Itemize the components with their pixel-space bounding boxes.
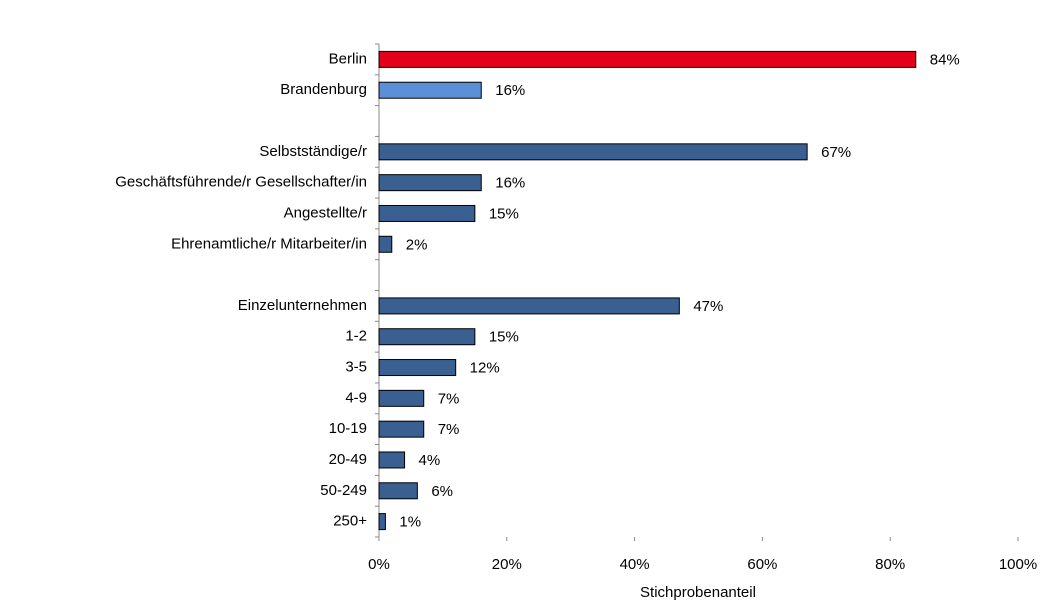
bar (378, 174, 482, 192)
y-tick-label: 4-9 (345, 389, 367, 406)
x-tick-label: 20% (492, 556, 522, 573)
bar (378, 143, 808, 161)
y-tick-label: 50-249 (320, 482, 367, 499)
data-label: 4% (419, 452, 441, 469)
y-tick-label: 20-49 (329, 451, 367, 468)
data-label: 16% (495, 82, 525, 99)
data-label: 15% (489, 329, 519, 346)
x-tick-label: 60% (747, 556, 777, 573)
y-tick-label: 1-2 (345, 328, 367, 345)
x-tick-label: 100% (999, 556, 1037, 573)
y-tick-label: Angestellte/r (284, 204, 367, 221)
y-tick-label: 10-19 (329, 420, 367, 437)
bar (378, 359, 457, 377)
x-axis-title: Stichprobenanteil (640, 584, 756, 601)
y-tick-label: 3-5 (345, 359, 367, 376)
y-tick-label: Geschäftsführende/r Gesellschafter/in (115, 174, 367, 191)
bar (378, 81, 482, 99)
data-label: 2% (406, 236, 428, 253)
data-label: 15% (489, 205, 519, 222)
y-tick-label: 250+ (333, 513, 367, 530)
x-tick-label: 40% (620, 556, 650, 573)
x-tick-label: 80% (875, 556, 905, 573)
y-tick-label: Berlin (329, 50, 367, 67)
y-tick-label: Selbstständige/r (259, 143, 367, 160)
bar (378, 420, 425, 438)
bar (378, 451, 406, 469)
y-tick-label: Ehrenamtliche/r Mitarbeiter/in (171, 235, 367, 252)
data-label: 7% (438, 390, 460, 407)
bar (378, 513, 386, 531)
bar (378, 482, 418, 500)
y-tick-label: Brandenburg (280, 81, 367, 98)
y-tick-label: Einzelunternehmen (238, 297, 367, 314)
bar (378, 328, 476, 346)
data-label: 16% (495, 175, 525, 192)
data-label: 84% (930, 51, 960, 68)
bar (378, 50, 917, 68)
data-label: 6% (431, 483, 453, 500)
bar (378, 235, 393, 253)
data-label: 47% (693, 298, 723, 315)
data-label: 67% (821, 144, 851, 161)
x-tick-label: 0% (368, 556, 390, 573)
bar (378, 389, 425, 407)
data-label: 7% (438, 421, 460, 438)
data-label: 1% (399, 514, 421, 531)
bar (378, 204, 476, 222)
bar (378, 297, 680, 315)
data-label: 12% (470, 360, 500, 377)
